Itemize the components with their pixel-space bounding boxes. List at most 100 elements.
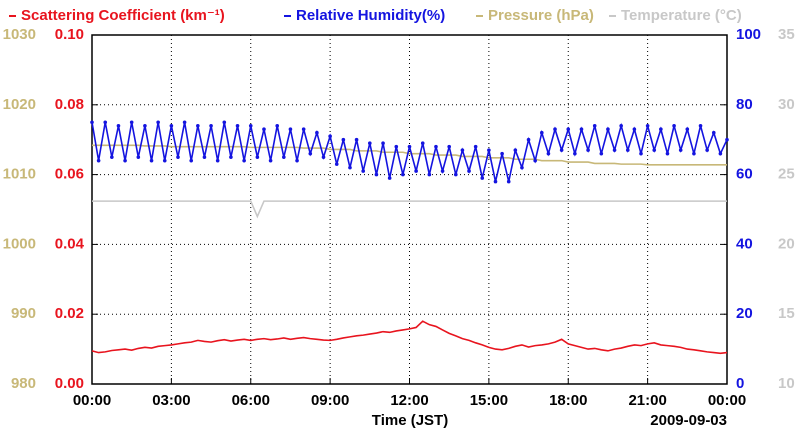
series-marker bbox=[103, 120, 108, 125]
legend-label: Scattering Coefficient (km⁻¹) bbox=[21, 7, 225, 24]
series-marker bbox=[599, 151, 604, 156]
series-marker bbox=[639, 151, 643, 156]
series-marker bbox=[619, 123, 623, 128]
series-marker bbox=[434, 144, 438, 149]
series-marker bbox=[480, 176, 485, 180]
series-marker bbox=[110, 155, 114, 159]
y2-tick-label: 100 bbox=[736, 26, 761, 43]
series-marker bbox=[573, 151, 577, 156]
x-tick-label: 15:00 bbox=[470, 392, 508, 409]
series-marker bbox=[546, 151, 551, 156]
series-marker bbox=[288, 127, 293, 132]
series-marker bbox=[129, 120, 134, 125]
series-marker bbox=[162, 158, 167, 163]
series-marker bbox=[473, 144, 478, 149]
series-marker bbox=[143, 123, 147, 128]
series-marker bbox=[678, 148, 683, 152]
series-marker bbox=[235, 123, 240, 128]
series-marker bbox=[387, 176, 392, 180]
x-tick-label: 18:00 bbox=[549, 392, 587, 409]
x-tick-label: 06:00 bbox=[232, 392, 270, 409]
series-marker bbox=[368, 141, 372, 145]
series-marker bbox=[169, 123, 174, 128]
series-marker bbox=[136, 155, 141, 159]
series-marker bbox=[718, 151, 723, 156]
series-marker bbox=[420, 141, 425, 145]
series-marker bbox=[341, 137, 346, 142]
y2-tick-label: 60 bbox=[736, 166, 753, 183]
y-tick-label: 0.00 bbox=[55, 375, 84, 392]
series-marker bbox=[334, 162, 339, 166]
y3-tick-label: 1020 bbox=[3, 96, 36, 113]
series-marker bbox=[123, 158, 127, 163]
series-marker bbox=[698, 123, 703, 128]
series-marker bbox=[90, 120, 94, 125]
series-marker bbox=[493, 179, 498, 184]
series-marker bbox=[692, 151, 696, 156]
series-marker bbox=[407, 144, 412, 149]
series-marker bbox=[460, 148, 465, 152]
x-tick-label: 21:00 bbox=[628, 392, 666, 409]
series-marker bbox=[659, 127, 663, 132]
series-marker bbox=[262, 127, 266, 132]
y-tick-label: 0.10 bbox=[55, 26, 84, 43]
series-marker bbox=[725, 137, 729, 142]
series-marker bbox=[586, 148, 590, 152]
series-marker bbox=[685, 127, 690, 132]
series-marker bbox=[612, 148, 617, 152]
legend-label: Temperature (°C) bbox=[621, 7, 742, 24]
series-marker bbox=[467, 169, 471, 173]
series-marker bbox=[149, 158, 154, 163]
y3-tick-label: 1030 bbox=[3, 26, 36, 43]
series-marker bbox=[374, 172, 379, 177]
series-line bbox=[92, 144, 727, 166]
y2-tick-label: 20 bbox=[736, 305, 753, 322]
series-marker bbox=[315, 130, 319, 135]
series-marker bbox=[196, 123, 200, 128]
y4-tick-label: 20 bbox=[778, 235, 795, 252]
y4-tick-label: 25 bbox=[778, 166, 795, 183]
series-marker bbox=[275, 123, 280, 128]
y4-tick-label: 10 bbox=[778, 375, 795, 392]
series-marker bbox=[414, 169, 418, 173]
series-marker bbox=[209, 123, 213, 128]
series-marker bbox=[248, 123, 253, 128]
series-marker bbox=[96, 158, 101, 163]
series-marker bbox=[711, 130, 716, 135]
series-marker bbox=[625, 148, 630, 152]
series-marker bbox=[354, 137, 359, 142]
x-axis-label: Time (JST) bbox=[372, 412, 448, 429]
series-marker bbox=[348, 165, 352, 170]
series-marker bbox=[394, 144, 399, 149]
series-marker bbox=[401, 172, 405, 177]
series-marker bbox=[705, 148, 709, 152]
x-tick-label: 03:00 bbox=[152, 392, 190, 409]
series-marker bbox=[632, 127, 637, 132]
series-marker bbox=[533, 158, 537, 163]
series-marker bbox=[381, 141, 385, 145]
series-marker bbox=[215, 158, 220, 163]
series-marker bbox=[222, 120, 227, 125]
x-tick-label: 00:00 bbox=[73, 392, 111, 409]
series-marker bbox=[487, 148, 491, 152]
series-marker bbox=[665, 151, 670, 156]
series-marker bbox=[189, 158, 194, 163]
series-marker bbox=[579, 127, 584, 132]
series-marker bbox=[268, 158, 273, 163]
plot-frame bbox=[91, 34, 728, 385]
x-tick-label: 00:00 bbox=[708, 392, 746, 409]
series-marker bbox=[321, 155, 326, 159]
y4-tick-label: 30 bbox=[778, 96, 795, 113]
y3-tick-label: 1010 bbox=[3, 166, 36, 183]
series-marker bbox=[645, 123, 650, 128]
legend-label: Relative Humidity(%) bbox=[296, 7, 445, 24]
series-marker bbox=[440, 169, 445, 173]
series-marker bbox=[566, 127, 571, 132]
x-tick-label: 09:00 bbox=[311, 392, 349, 409]
series-marker bbox=[506, 179, 511, 184]
y-tick-label: 0.04 bbox=[55, 235, 85, 252]
y4-tick-label: 15 bbox=[778, 305, 795, 322]
y3-tick-label: 1000 bbox=[3, 235, 36, 252]
legend-label: Pressure (hPa) bbox=[488, 7, 594, 24]
